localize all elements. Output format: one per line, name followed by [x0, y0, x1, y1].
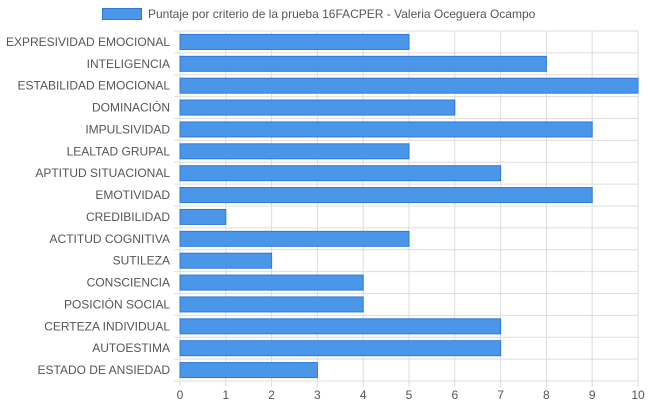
bar: [179, 340, 502, 357]
bar: [179, 77, 639, 94]
y-category-label: POSICIÓN SOCIAL: [64, 296, 170, 311]
bar: [179, 318, 502, 335]
bar: [179, 55, 547, 72]
bar: [179, 230, 410, 247]
bar: [179, 187, 593, 204]
y-category-label: CONSCIENCIA: [87, 276, 170, 290]
bar: [179, 274, 364, 291]
legend-label: Puntaje por criterio de la prueba 16FACP…: [148, 7, 536, 21]
bar: [179, 296, 364, 313]
y-category-label: ESTABILIDAD EMOCIONAL: [18, 79, 171, 93]
legend-swatch: [102, 8, 142, 20]
y-category-label: AUTOESTIMA: [92, 341, 170, 355]
y-category-label: ACTITUD COGNITIVA: [50, 232, 170, 246]
bar: [179, 208, 227, 225]
x-tick-label: 1: [222, 388, 229, 402]
bar: [179, 362, 318, 379]
y-category-label: EMOTIVIDAD: [95, 188, 170, 202]
x-tick-label: 6: [451, 388, 458, 402]
x-tick-label: 9: [589, 388, 596, 402]
y-category-label: EXPRESIVIDAD EMOCIONAL: [6, 35, 170, 49]
bar: [179, 143, 410, 160]
y-category-label: IMPULSIVIDAD: [85, 122, 170, 136]
y-category-label: DOMINACIÓN: [92, 100, 170, 115]
x-tick-label: 8: [543, 388, 550, 402]
bar: [179, 165, 502, 182]
x-tick-label: 3: [314, 388, 321, 402]
y-category-label: CERTEZA INDIVIDUAL: [44, 319, 170, 333]
bar: [179, 121, 593, 138]
x-tick-label: 7: [497, 388, 504, 402]
x-tick-label: 0: [177, 388, 184, 402]
x-tick-label: 5: [406, 388, 413, 402]
bar: [179, 99, 456, 116]
bar: [179, 33, 410, 50]
x-tick-label: 2: [268, 388, 275, 402]
y-category-label: LEALTAD GRUPAL: [67, 144, 171, 158]
y-category-label: INTELIGENCIA: [87, 57, 170, 71]
y-category-label: ESTADO DE ANSIEDAD: [38, 363, 171, 377]
y-category-label: SUTILEZA: [113, 254, 170, 268]
bar: [179, 252, 273, 269]
chart-legend[interactable]: Puntaje por criterio de la prueba 16FACP…: [102, 6, 535, 22]
y-category-label: APTITUD SITUACIONAL: [35, 166, 170, 180]
x-tick-label: 4: [360, 388, 367, 402]
y-category-label: CREDIBILIDAD: [86, 210, 170, 224]
x-tick-label: 10: [631, 388, 645, 402]
